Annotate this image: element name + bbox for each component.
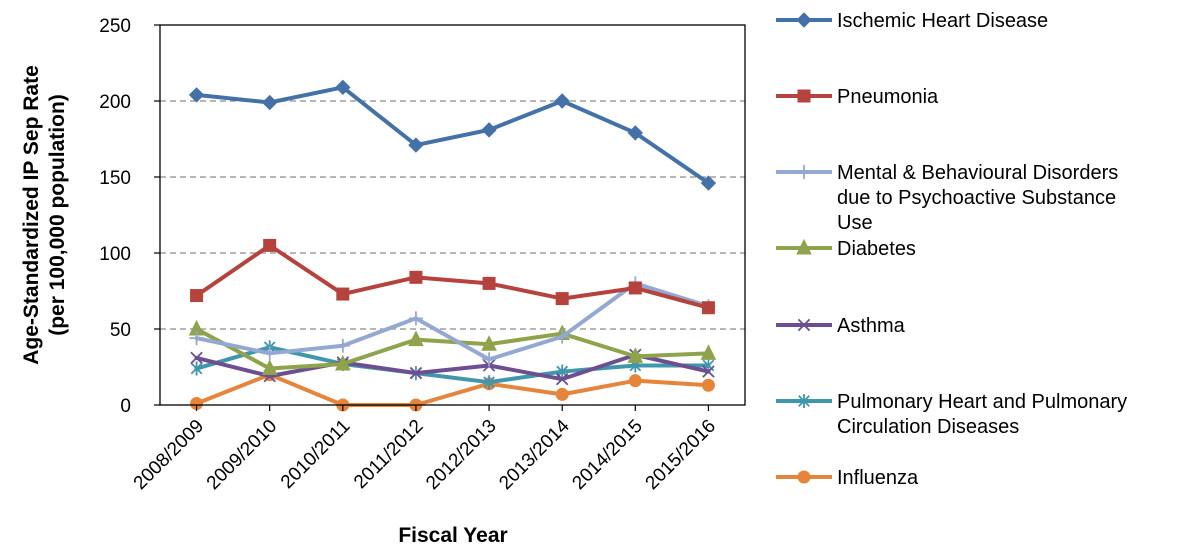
y-axis-title-line-2: (per 100,000 population) [46,94,69,336]
data-point [336,287,350,301]
y-tick-label: 0 [120,396,131,417]
data-point [408,311,423,326]
data-point [481,122,497,138]
legend-item: Influenza [776,467,919,489]
legend: Ischemic Heart Disease Pneumonia Mental & … [776,10,1127,489]
data-point [482,276,496,290]
series-line [194,345,711,385]
data-point [483,375,495,390]
legend-label: Use [837,212,873,234]
legend-item: Ischemic Heart Disease [776,10,1048,32]
x-tick-label: 2011/2012 [350,416,427,493]
data-point [263,238,277,252]
legend-swatch-marker [797,89,811,103]
data-point [627,125,644,141]
legend-label: Asthma [837,315,906,337]
series-line [194,243,711,310]
legend-item: Pneumonia [776,86,939,108]
legend-swatch-marker [797,318,811,332]
x-axis-ticks: 2008/20092009/20102010/20112011/20122012… [130,405,720,494]
series-line [194,352,711,382]
plot-area-frame [159,24,746,406]
y-axis-title-line-1: Age-Standardized IP Sep Rate [20,65,43,365]
data-point [554,93,570,109]
data-point [702,365,715,378]
x-tick-label: 2008/2009 [130,416,208,494]
legend-swatch-marker [796,238,812,255]
series-group [190,238,715,315]
legend-swatch-marker [797,165,811,179]
data-point [188,87,205,103]
data-point [701,301,715,315]
y-axis-ticks: 0 50 100 150 200 250 [99,16,160,417]
data-point [627,347,644,363]
data-point [555,329,570,344]
legend-label: Circulation Diseases [837,416,1019,438]
y-tick-label: 150 [99,168,131,189]
data-point [261,359,278,376]
legend-label: Mental & Behavioural Disorders [837,162,1118,184]
gridlines [160,100,745,330]
legend-swatch-marker [798,394,810,408]
data-point [262,346,277,361]
legend-label: Ischemic Heart Disease [837,10,1048,32]
x-tick-label: 2014/2015 [568,416,646,494]
data-point [190,351,203,365]
series-group [188,319,717,376]
legend-swatch-marker [797,470,811,484]
legend-swatch-marker [796,12,812,28]
plot-series [188,79,717,412]
legend-label: due to Psychoactive Substance [837,187,1116,209]
x-tick-label: 2013/2014 [495,415,574,494]
data-point [190,361,203,376]
data-point [555,372,569,386]
series-line [194,372,711,407]
legend-item: Asthma [776,315,906,337]
legend-item: Diabetes [776,238,916,260]
legend-label: Influenza [837,467,919,489]
data-point [555,387,569,401]
series-line [194,281,711,362]
data-point [481,335,497,351]
data-point [408,330,424,347]
data-point [408,137,424,153]
legend-label: Diabetes [837,238,916,260]
legend-item: Pulmonary Heart and Pulmonary Circulation… [776,391,1127,438]
data-point [628,374,642,388]
y-tick-label: 50 [110,320,131,341]
data-point [261,94,278,111]
series-group [188,79,717,191]
y-tick-label: 200 [99,92,131,113]
data-point [409,270,423,284]
data-point [555,292,569,306]
series-line [194,327,711,371]
legend-item: Mental & Behavioural Disorders due to Psy… [776,162,1118,234]
data-point [628,281,642,295]
x-axis-title: Fiscal Year [398,524,507,547]
data-point [700,344,717,360]
data-point [190,289,204,303]
data-point [335,79,351,96]
x-tick-label: 2009/2010 [203,416,281,494]
data-point [189,331,204,346]
data-point [701,378,715,392]
legend-label: Pneumonia [837,86,939,108]
x-tick-label: 2015/2016 [642,416,720,494]
legend-label: Pulmonary Heart and Pulmonary [837,391,1127,413]
data-point [335,354,351,371]
x-tick-label: 2010/2011 [277,416,354,493]
series-line [194,85,711,186]
data-point [700,175,717,191]
x-tick-label: 2012/2013 [422,416,500,494]
y-tick-label: 250 [99,16,131,37]
data-point [409,366,423,380]
y-tick-label: 100 [99,244,131,265]
data-point [482,352,497,367]
data-point [335,338,350,353]
